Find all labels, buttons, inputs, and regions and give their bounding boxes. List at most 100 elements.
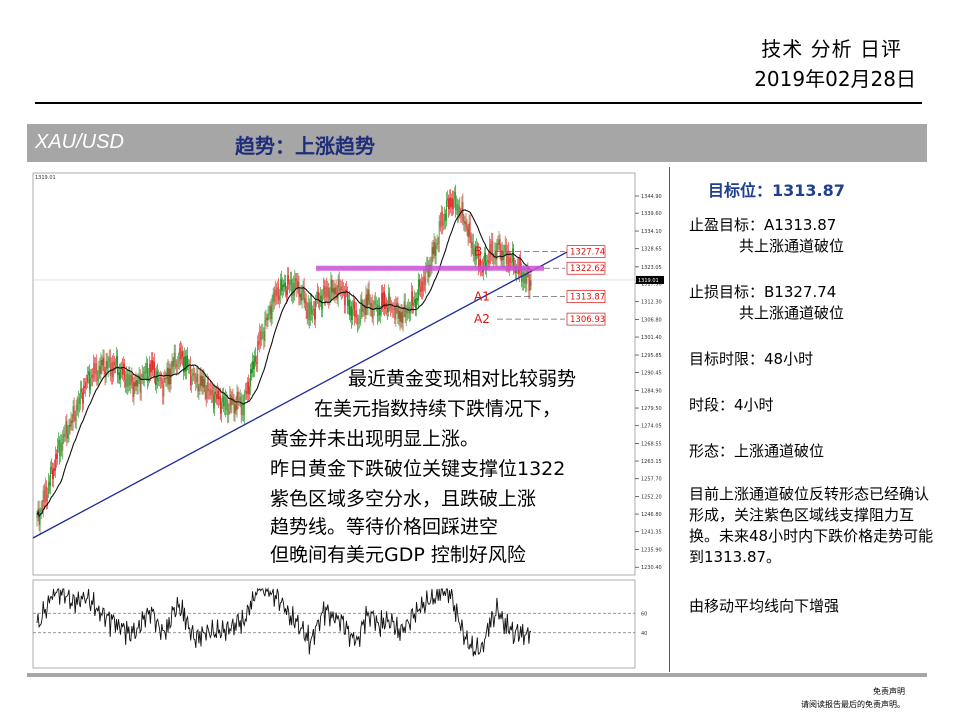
candle-body <box>374 300 376 305</box>
candle-body <box>57 446 58 460</box>
candle-body <box>432 247 434 255</box>
candle-body <box>496 243 498 260</box>
candle-body <box>367 289 369 308</box>
candle-body <box>257 341 259 364</box>
candle-body <box>280 279 281 296</box>
candle-body <box>78 398 80 404</box>
level-value-box <box>566 245 606 258</box>
candle-body <box>55 453 56 471</box>
candle-body <box>426 264 428 267</box>
candle-body <box>163 378 165 397</box>
candle-body <box>433 242 435 255</box>
candle-body <box>474 248 476 260</box>
take-profit-note: 共上涨通道破位 <box>739 237 845 255</box>
candle-body <box>289 283 291 285</box>
candle-body <box>395 302 397 320</box>
panel-divider <box>669 167 670 672</box>
candle-body <box>529 280 531 291</box>
candle-body <box>330 279 332 296</box>
y-tick-label: 1235.90 <box>641 547 662 553</box>
timeframe: 时段：4小时 <box>689 396 774 414</box>
candle-body <box>258 341 260 346</box>
candle-body <box>357 318 359 324</box>
candle-body <box>176 363 178 368</box>
candle-body <box>355 310 357 317</box>
header-divider <box>35 102 922 104</box>
candle-body <box>52 469 53 480</box>
candle-body <box>113 361 115 366</box>
candle-body <box>148 376 149 381</box>
y-tick-label: 1263.15 <box>641 459 662 465</box>
candle-body <box>291 279 293 296</box>
candle-body <box>116 355 117 366</box>
candle-body <box>54 467 55 471</box>
candle-body <box>245 390 247 395</box>
annotation-line-2: 在美元指数持续下跌情况下， <box>314 398 562 420</box>
candle-body <box>66 421 68 439</box>
candle-body <box>478 250 479 268</box>
candle-body <box>406 309 408 314</box>
candle-body <box>320 295 321 303</box>
candle-body <box>165 378 167 380</box>
candle-body <box>128 374 130 387</box>
candle-body <box>174 352 176 364</box>
candle-body <box>56 453 57 460</box>
candle-body <box>44 486 46 503</box>
candle-body <box>392 308 394 310</box>
candle-body <box>389 293 391 304</box>
candle-body <box>495 250 497 260</box>
candle-body <box>145 363 147 374</box>
candle-body <box>497 243 499 245</box>
candle-body <box>151 360 152 373</box>
candle-body <box>75 404 77 421</box>
candle-body <box>178 348 180 362</box>
candle-body <box>272 293 274 304</box>
candle-body <box>276 287 278 297</box>
candle-body <box>105 361 107 377</box>
candle-body <box>398 310 400 319</box>
candle-body <box>237 391 239 401</box>
candle-body <box>97 377 99 382</box>
candle-body <box>507 250 509 269</box>
candle-body <box>172 361 174 367</box>
annotation-line-3: 黄金并未出现明显上涨。 <box>270 428 480 450</box>
candle-body <box>502 250 504 261</box>
candle-body <box>221 402 222 414</box>
candle-body <box>423 276 425 291</box>
candle-body <box>281 279 282 291</box>
candle-body <box>214 391 215 409</box>
candle-body <box>252 361 253 374</box>
candle-body <box>134 382 136 387</box>
candle-body <box>244 390 246 394</box>
candle-body <box>219 396 220 400</box>
candle-body <box>142 373 144 378</box>
annotation-line-5: 紫色区域多空分水，且跌破上涨 <box>270 488 537 510</box>
candle-body <box>344 289 346 306</box>
candle-body <box>40 508 42 512</box>
banner-bar: XAU/USD 趋势：上涨趋势 <box>27 124 927 162</box>
candle-body <box>235 404 237 411</box>
candle-body <box>480 259 481 268</box>
candle-body <box>53 467 54 480</box>
candle-body <box>350 306 351 316</box>
candle-body <box>338 279 340 288</box>
candle-body <box>233 400 235 414</box>
candle-body <box>226 400 228 411</box>
candle-body <box>458 206 460 215</box>
candle-body <box>465 221 467 227</box>
candle-body <box>106 361 108 369</box>
candle-body <box>366 294 368 308</box>
candle-body <box>476 246 478 251</box>
y-tick-label: 1274.05 <box>641 424 662 430</box>
candle-body <box>294 278 296 296</box>
y-tick-label: 1268.55 <box>641 442 662 448</box>
candle-body <box>440 211 442 228</box>
candle-body <box>370 303 372 309</box>
candle-body <box>256 362 258 364</box>
disclaimer-text: 请阅读报告最后的免责声明。 <box>801 700 905 709</box>
candle-body <box>119 372 120 380</box>
candle-body <box>85 382 86 388</box>
candle-body <box>80 388 82 393</box>
y-tick-label: 1312.30 <box>641 300 662 306</box>
candle-body <box>287 275 288 296</box>
